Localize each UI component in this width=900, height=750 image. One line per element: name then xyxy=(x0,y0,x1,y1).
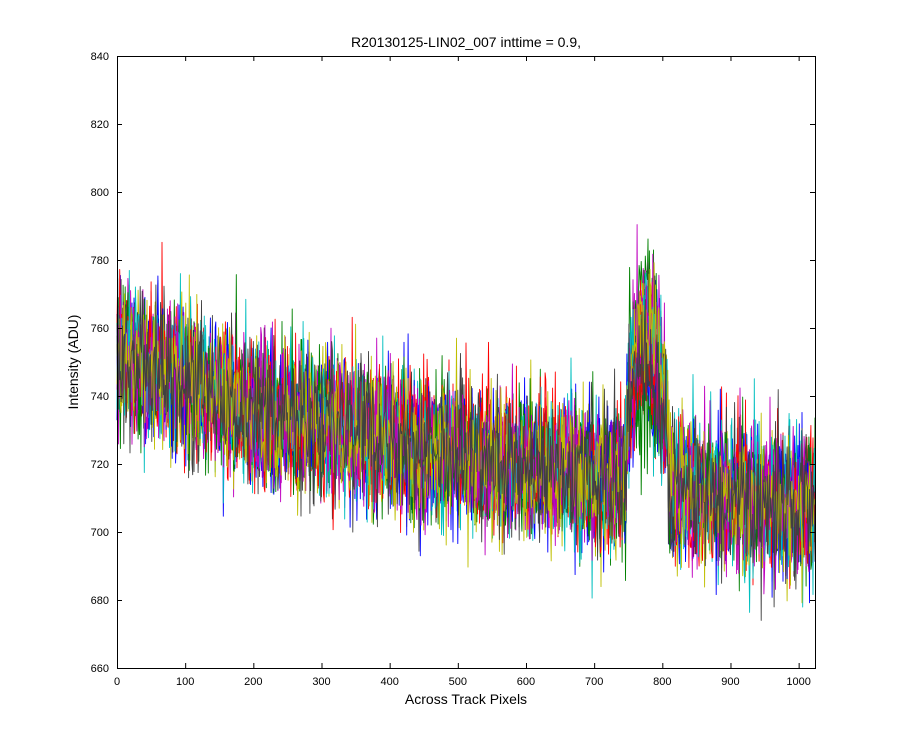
x-tick-label: 900 xyxy=(721,676,739,688)
y-tick-label: 740 xyxy=(91,391,109,403)
series-layer xyxy=(116,224,816,621)
x-tick-label: 1000 xyxy=(786,676,810,688)
y-tick-label: 780 xyxy=(91,255,109,267)
x-tick-label: 300 xyxy=(312,676,330,688)
y-tick-label: 800 xyxy=(91,187,109,199)
x-tick-label: 200 xyxy=(244,676,262,688)
plot-frame xyxy=(117,56,816,669)
x-tick-label: 600 xyxy=(517,676,535,688)
x-tick-label: 400 xyxy=(380,676,398,688)
y-tick-label: 700 xyxy=(91,527,109,539)
x-tick-label: 0 xyxy=(114,676,120,688)
x-axis-title: Across Track Pixels xyxy=(405,691,527,707)
x-tick-label: 100 xyxy=(176,676,194,688)
x-tick-label: 700 xyxy=(585,676,603,688)
y-axis-title: Intensity (ADU) xyxy=(65,315,81,410)
y-tick-label: 840 xyxy=(91,51,109,63)
tick-layer: 0 100 200 300 400 500 600 700 800 900 1000 660 680 70… xyxy=(91,51,815,688)
series-line xyxy=(116,284,816,608)
y-tick-label: 760 xyxy=(91,323,109,335)
x-tick-label: 800 xyxy=(653,676,671,688)
y-tick-label: 660 xyxy=(91,663,109,675)
y-tick-label: 720 xyxy=(91,459,109,471)
y-tick-label: 820 xyxy=(91,119,109,131)
chart-title: R20130125-LIN02_007 inttime = 0.9, xyxy=(351,34,581,50)
x-tick-label: 500 xyxy=(449,676,467,688)
y-tick-label: 680 xyxy=(91,595,109,607)
